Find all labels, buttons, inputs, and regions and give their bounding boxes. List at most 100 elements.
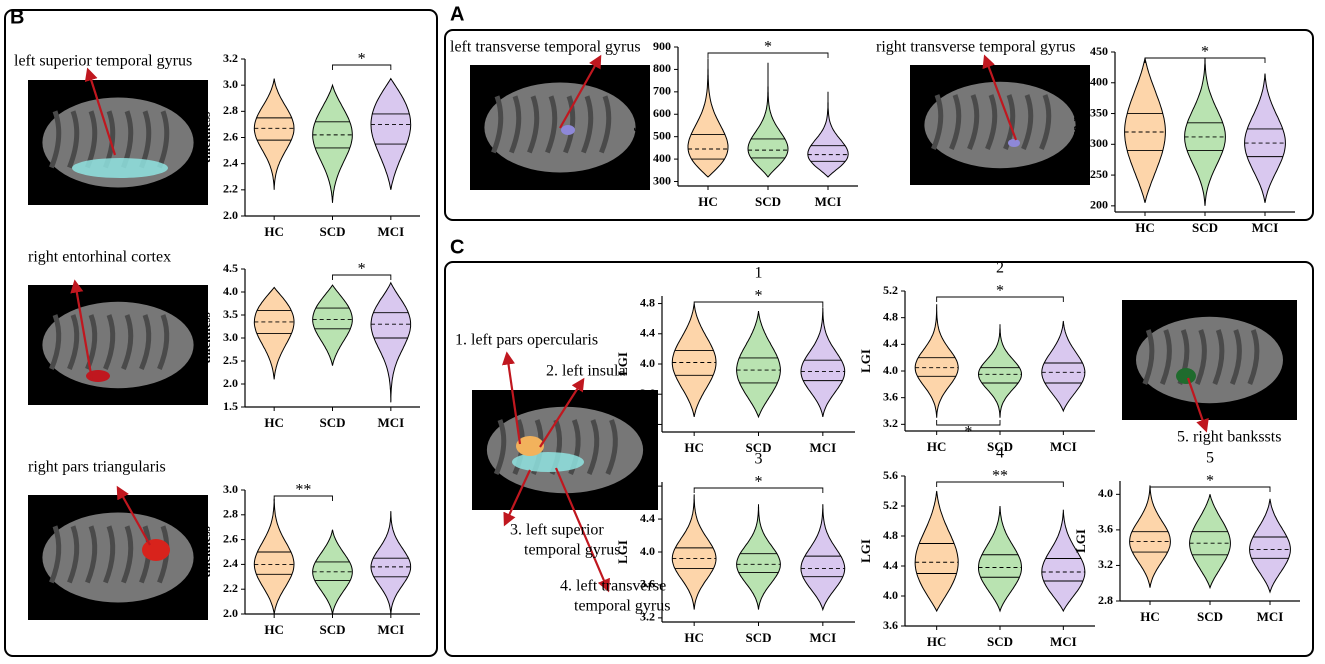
y-tick-label: 2.4 xyxy=(223,155,238,169)
arrow xyxy=(554,467,610,593)
region-label: temporal gyrus xyxy=(524,542,620,559)
panel-label: B xyxy=(10,6,24,28)
y-tick-label: 4.0 xyxy=(1098,486,1113,500)
significance-label: * xyxy=(358,261,366,278)
significance-bracket xyxy=(936,296,1064,302)
violin xyxy=(370,511,412,615)
sulcus xyxy=(121,314,134,370)
sulcus xyxy=(49,525,62,584)
panel-label: C xyxy=(450,236,464,258)
x-tick-label: HC xyxy=(1135,220,1155,235)
chart-title: 4 xyxy=(996,445,1004,462)
cortex xyxy=(486,406,644,494)
sulcus xyxy=(563,95,576,154)
y-tick-label: 4.4 xyxy=(640,326,655,340)
violin xyxy=(671,494,717,610)
violin xyxy=(736,504,781,610)
y-axis-label: surface area xyxy=(631,82,646,150)
y-tick-label: 300 xyxy=(1090,136,1108,150)
y-tick-label: 3.2 xyxy=(1098,557,1113,571)
brain-images xyxy=(28,65,1297,620)
y-tick-label: 400 xyxy=(653,151,671,165)
x-tick-label: MCI xyxy=(1050,634,1077,649)
sulcus xyxy=(545,95,558,154)
y-tick-label: 4.0 xyxy=(883,363,898,377)
region-label: 2. left insula xyxy=(546,363,626,380)
y-tick-label: 250 xyxy=(1090,167,1108,181)
arrow xyxy=(84,67,117,156)
x-tick-label: SCD xyxy=(1197,609,1223,624)
y-tick-label: 5.2 xyxy=(883,283,898,297)
cortex xyxy=(42,512,194,603)
y-tick-label: 2.0 xyxy=(223,208,238,222)
y-tick-label: 4.8 xyxy=(640,478,655,492)
chart-title: 5 xyxy=(1206,450,1214,467)
y-tick-label: 4.4 xyxy=(883,558,898,572)
significance-bracket xyxy=(707,52,829,58)
y-tick-label: 1.5 xyxy=(223,399,238,413)
chart-title: 1 xyxy=(755,265,763,282)
arrow xyxy=(982,54,1018,141)
sulcus xyxy=(1247,329,1260,385)
y-tick-label: 3.6 xyxy=(640,386,655,400)
y-tick-label: 4.4 xyxy=(883,336,898,350)
sulcus xyxy=(139,314,152,370)
panel-label: A xyxy=(450,3,464,25)
region-label: 5. right bankssts xyxy=(1177,429,1281,446)
violin xyxy=(687,58,729,178)
sulcus xyxy=(581,95,594,154)
y-tick-label: 2.6 xyxy=(223,531,238,545)
region-label: 4. left transverse xyxy=(560,578,666,595)
x-tick-label: MCI xyxy=(1252,220,1279,235)
violin xyxy=(807,91,849,178)
chart-title: 2 xyxy=(996,260,1004,277)
sulcus xyxy=(527,95,540,154)
y-tick-label: 3.5 xyxy=(223,307,238,321)
x-tick-label: SCD xyxy=(987,439,1013,454)
significance-bracket xyxy=(936,481,1064,487)
arrow xyxy=(70,279,94,381)
region-highlight xyxy=(1008,139,1020,147)
y-tick-label: 4.0 xyxy=(223,284,238,298)
violin xyxy=(671,303,717,418)
violin xyxy=(370,77,412,190)
significance-label: * xyxy=(996,283,1004,300)
chart-title: 3 xyxy=(755,451,763,468)
violin xyxy=(978,505,1022,613)
y-tick-label: 900 xyxy=(653,39,671,53)
sulcus xyxy=(121,525,134,584)
sulcus xyxy=(949,94,962,150)
sulcus xyxy=(605,419,618,475)
significance-bracket xyxy=(1144,57,1266,63)
x-tick-label: SCD xyxy=(319,224,345,239)
sulcus xyxy=(67,110,80,169)
y-tick-label: 3.2 xyxy=(640,416,655,430)
region-label: temporal gyrus xyxy=(574,598,670,615)
y-tick-label: 3.0 xyxy=(223,330,238,344)
sulcus xyxy=(1159,329,1172,385)
violin xyxy=(736,311,781,419)
y-tick-label: 500 xyxy=(653,128,671,142)
significance-label: ** xyxy=(295,482,311,499)
y-axis-label: LGI xyxy=(615,352,630,376)
y-tick-label: 2.4 xyxy=(223,556,238,570)
significance-label: ** xyxy=(992,468,1008,485)
violin xyxy=(977,324,1023,418)
significance-label: * xyxy=(755,474,763,491)
violin xyxy=(1041,509,1086,613)
y-tick-label: 2.0 xyxy=(223,376,238,390)
violin xyxy=(370,281,412,403)
region-label: right pars triangularis xyxy=(28,459,166,476)
significance-bracket xyxy=(332,274,392,280)
x-tick-label: MCI xyxy=(377,622,404,637)
y-tick-label: 4.4 xyxy=(640,511,655,525)
sulcus xyxy=(49,110,62,169)
y-tick-label: 3.0 xyxy=(223,77,238,91)
y-axis-label: thickness xyxy=(198,112,213,163)
x-tick-label: MCI xyxy=(1257,609,1284,624)
y-tick-label: 2.5 xyxy=(223,353,238,367)
y-tick-label: 3.6 xyxy=(640,577,655,591)
significance-bracket xyxy=(693,301,824,307)
significance-bracket xyxy=(332,64,392,70)
region-label: 3. left superior xyxy=(510,522,604,539)
